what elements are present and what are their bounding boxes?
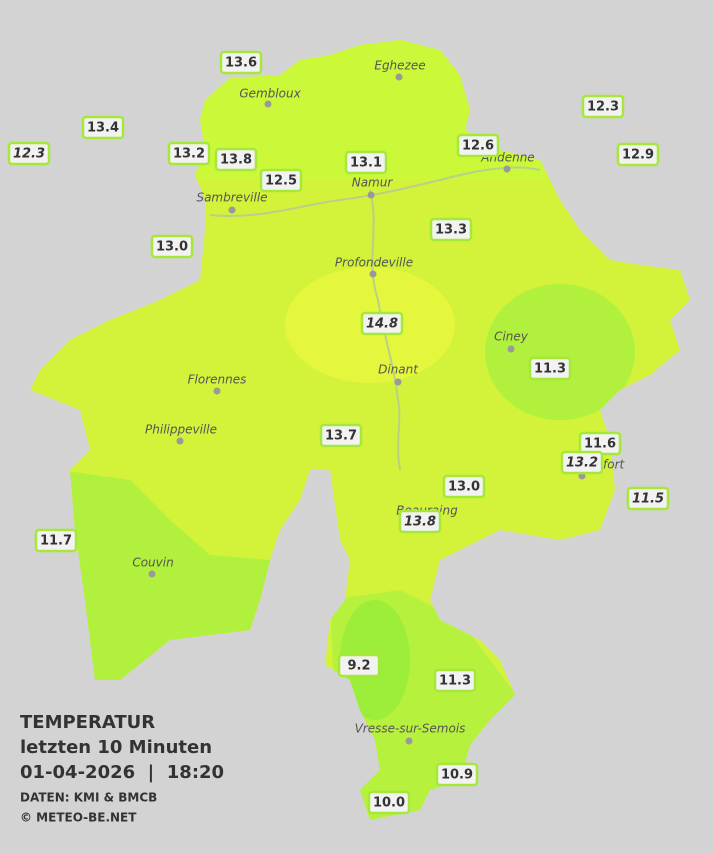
station-box [581,94,625,119]
station-box [429,217,473,242]
station-value: 9.2 [347,659,370,674]
station-value: 10.0 [373,796,405,811]
city-label: Profondeville [335,256,413,270]
station-box [616,142,660,167]
city-label: Philippeville [145,423,217,437]
station-value: 10.9 [441,768,473,783]
city-label: Vresse-sur-Semois [355,722,466,736]
subtitle: letzten 10 Minuten [20,737,212,758]
city-dot [367,191,375,199]
city-label: Eghezee [374,59,425,73]
city-dot [176,437,184,445]
station-value: 13.0 [156,240,188,255]
city-dot [264,100,272,108]
station-value: 13.4 [87,121,119,136]
city-dot [503,165,511,173]
station-value: 13.8 [404,515,436,530]
station-value: 13.1 [350,156,382,171]
labels: EghezeeGemblouxAndenneNamurSambrevillePr… [7,50,670,815]
copyright: © METEO-BE.NET [20,811,137,825]
city-label: Namur [352,176,394,190]
timestamp: 01-04-2026 | 18:20 [20,762,224,783]
city-dot [228,206,236,214]
station-value: 13.2 [566,456,598,471]
city-dot [369,270,377,278]
station-box [456,133,500,158]
station-box [259,168,303,193]
city-label: Florennes [188,373,247,387]
station-value: 11.3 [534,362,566,377]
station-box [81,115,125,140]
station-value: 13.8 [220,153,252,168]
station-box [442,474,486,499]
city-label: Gembloux [239,87,301,101]
city-dot [395,73,403,81]
station-box [626,486,670,511]
station-box [560,450,604,475]
station-value: 14.8 [366,317,398,332]
station-box [34,528,78,553]
station-box [398,509,442,534]
city-dot [394,378,402,386]
station-box [219,50,263,75]
station-value: 13.0 [448,480,480,495]
station-box [150,234,194,259]
title: TEMPERATUR [20,712,155,733]
station-value: 11.6 [584,437,616,452]
station-value: 12.3 [587,100,619,115]
station-box [528,356,572,381]
city-label: Sambreville [196,191,267,205]
station-value: 12.6 [462,139,494,154]
city-dot [507,345,515,353]
city-label: Couvin [132,556,173,570]
station-value: 12.9 [622,148,654,163]
station-box [360,311,404,336]
source: DATEN: KMI & BMCB [20,791,157,805]
station-value: 13.6 [225,56,257,71]
station-box [367,790,411,815]
city-label: Ciney [494,330,529,344]
station-value: 13.7 [325,429,357,444]
station-box [7,141,51,166]
station-value: 12.5 [265,174,297,189]
station-value: 13.3 [435,223,467,238]
station-box [167,141,211,166]
city-label: Dinant [378,363,419,377]
station-value: 11.5 [632,492,664,507]
station-box [214,147,258,172]
station-box [337,653,381,678]
station-value: 12.3 [13,147,45,162]
station-box [319,423,363,448]
station-value: 11.3 [439,674,471,689]
station-value: 13.2 [173,147,205,162]
station-box [433,668,477,693]
station-box [344,150,388,175]
station-box [435,762,479,787]
city-dot [148,570,156,578]
city-dot [213,387,221,395]
city-dot [405,737,413,745]
station-value: 11.7 [40,534,72,549]
